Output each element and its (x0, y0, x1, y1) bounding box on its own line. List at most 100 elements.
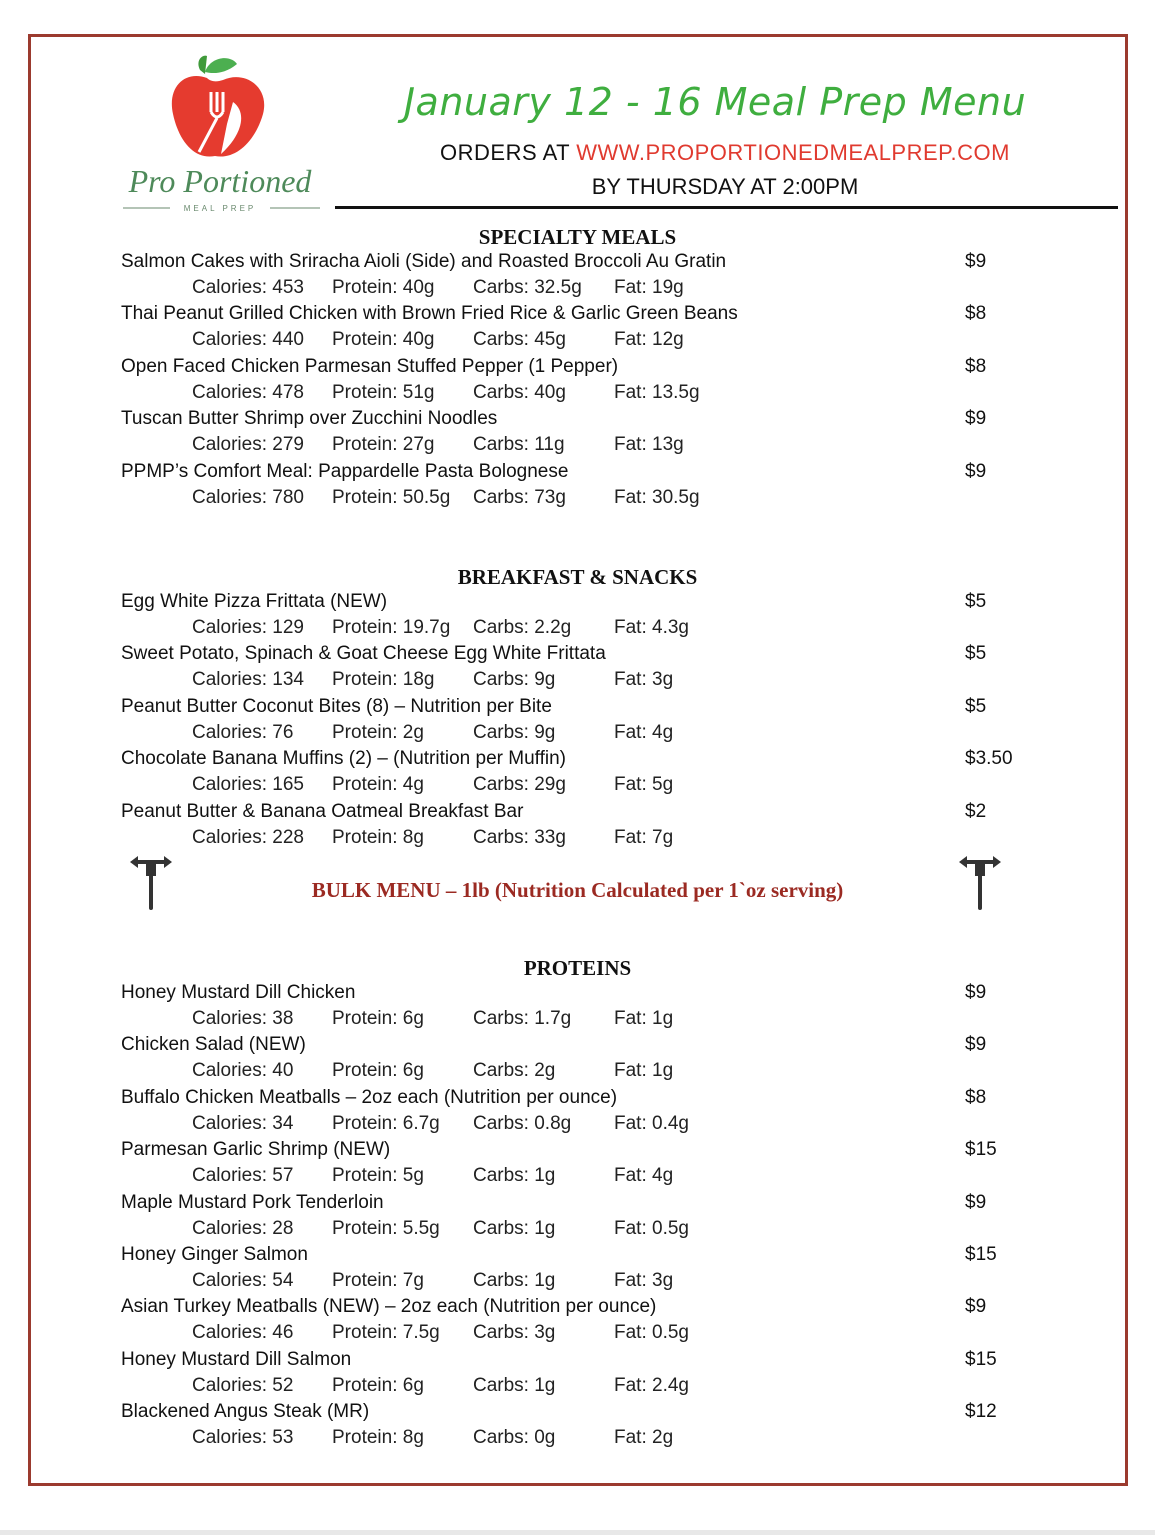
item-protein: Protein: 8g (332, 1427, 424, 1449)
item-name: Peanut Butter & Banana Oatmeal Breakfast… (121, 800, 524, 822)
svg-text:MEAL PREP: MEAL PREP (184, 204, 257, 212)
item-carbs: Carbs: 11g (473, 434, 565, 456)
item-price: $8 (965, 1086, 987, 1108)
item-protein: Protein: 40g (332, 277, 435, 298)
item-carbs: Carbs: 33g (473, 826, 566, 848)
item-protein: Protein: 40g (332, 329, 435, 351)
item-name: Chocolate Banana Muffins (2) – (Nutritio… (121, 748, 566, 770)
item-fat: Fat: 30.5g (614, 486, 700, 508)
item-name: Sweet Potato, Spinach & Goat Cheese Egg … (121, 643, 606, 665)
menu-item: Asian Turkey Meatballs (NEW) – 2oz each … (0, 1296, 1155, 1348)
item-carbs: Carbs: 2.2g (473, 617, 572, 638)
item-name: Honey Mustard Dill Salmon (121, 1348, 352, 1370)
item-price: $9 (965, 251, 987, 272)
item-protein: Protein: 2g (332, 721, 424, 743)
item-calories: Calories: 228 (192, 826, 304, 848)
item-fat: Fat: 3g (614, 669, 674, 691)
item-fat: Fat: 1g (614, 1008, 674, 1029)
item-price: $15 (965, 1348, 997, 1370)
menu-item: Blackened Angus Steak (MR) $12 Calories: 5… (0, 1401, 1155, 1453)
item-protein: Protein: 51g (332, 381, 435, 403)
orders-url-link[interactable]: WWW.PROPORTIONEDMEALPREP.COM (576, 140, 1010, 165)
menu-item: Honey Mustard Dill Salmon $15 Calories: 52… (0, 1349, 1155, 1401)
item-price: $12 (965, 1401, 997, 1423)
item-price: $8 (965, 355, 987, 377)
item-calories: Calories: 478 (192, 381, 304, 403)
item-carbs: Carbs: 9g (473, 669, 556, 691)
item-name: Open Faced Chicken Parmesan Stuffed Pepp… (121, 355, 619, 377)
item-calories: Calories: 40 (192, 1060, 294, 1082)
item-calories: Calories: 54 (192, 1270, 294, 1291)
item-protein: Protein: 5g (332, 1165, 424, 1187)
item-carbs: Carbs: 29g (473, 774, 566, 796)
item-protein: Protein: 7g (332, 1270, 424, 1291)
item-fat: Fat: 13g (614, 434, 684, 456)
item-price: $5 (965, 591, 987, 612)
item-carbs: Carbs: 0g (473, 1427, 556, 1449)
menu-item: Thai Peanut Grilled Chicken with Brown F… (0, 303, 1155, 355)
item-name: Honey Ginger Salmon (121, 1244, 308, 1265)
item-name: Maple Mustard Pork Tenderloin (121, 1191, 384, 1213)
item-protein: Protein: 8g (332, 826, 424, 848)
item-calories: Calories: 129 (192, 617, 304, 638)
item-carbs: Carbs: 1.7g (473, 1008, 572, 1029)
item-calories: Calories: 165 (192, 774, 304, 796)
item-fat: Fat: 1g (614, 1060, 674, 1082)
item-protein: Protein: 4g (332, 774, 424, 796)
item-protein: Protein: 6.7g (332, 1112, 440, 1134)
item-fat: Fat: 4g (614, 1165, 674, 1187)
menu-border (28, 34, 1128, 1486)
item-carbs: Carbs: 0.8g (473, 1112, 572, 1134)
orders-line: ORDERS AT WWW.PROPORTIONEDMEALPREP.COM (330, 140, 1120, 166)
item-carbs: Carbs: 45g (473, 329, 566, 351)
item-name: Peanut Butter Coconut Bites (8) – Nutrit… (121, 695, 552, 717)
item-name: Thai Peanut Grilled Chicken with Brown F… (121, 303, 738, 325)
item-fat: Fat: 13.5g (614, 381, 700, 403)
item-calories: Calories: 28 (192, 1217, 294, 1239)
menu-item: Salmon Cakes with Sriracha Aioli (Side) … (0, 251, 1155, 303)
item-price: $9 (965, 1296, 987, 1318)
item-carbs: Carbs: 1g (473, 1217, 556, 1239)
menu-item: Egg White Pizza Frittata (NEW) $5 Calories… (0, 591, 1155, 643)
menu-item: Peanut Butter & Banana Oatmeal Breakfast… (0, 801, 1155, 853)
item-carbs: Carbs: 1g (473, 1165, 556, 1187)
item-protein: Protein: 6g (332, 1374, 424, 1396)
item-price: $9 (965, 1191, 987, 1213)
item-calories: Calories: 134 (192, 669, 304, 691)
item-price: $9 (965, 982, 987, 1003)
item-protein: Protein: 6g (332, 1060, 424, 1082)
menu-item: Chicken Salad (NEW) $9 Calories: 40 Protein… (0, 1034, 1155, 1086)
item-price: $5 (965, 643, 987, 665)
item-fat: Fat: 5g (614, 774, 674, 796)
fork-icon (955, 852, 1005, 912)
menu-item: Honey Mustard Dill Chicken $9 Calories: 38… (0, 982, 1155, 1034)
item-name: Chicken Salad (NEW) (121, 1034, 306, 1056)
page-bottom-bar (0, 1530, 1155, 1535)
menu-item: Peanut Butter Coconut Bites (8) – Nutrit… (0, 696, 1155, 748)
item-fat: Fat: 0.4g (614, 1112, 689, 1134)
item-protein: Protein: 19.7g (332, 617, 451, 638)
orders-prefix: ORDERS AT (440, 140, 577, 165)
item-carbs: Carbs: 2g (473, 1060, 556, 1082)
menu-item: Tuscan Butter Shrimp over Zucchini Noodl… (0, 408, 1155, 460)
item-protein: Protein: 50.5g (332, 486, 451, 508)
item-price: $9 (965, 460, 987, 482)
item-carbs: Carbs: 9g (473, 721, 556, 743)
item-calories: Calories: 52 (192, 1374, 294, 1396)
item-name: Asian Turkey Meatballs (NEW) – 2oz each … (121, 1296, 657, 1318)
item-price: $15 (965, 1139, 997, 1161)
item-name: Salmon Cakes with Sriracha Aioli (Side) … (121, 251, 727, 272)
item-calories: Calories: 76 (192, 721, 294, 743)
section-heading-proteins: PROTEINS (523, 956, 632, 980)
item-price: $5 (965, 695, 987, 717)
menu-item: Honey Ginger Salmon $15 Calories: 54 Protei… (0, 1244, 1155, 1296)
item-calories: Calories: 57 (192, 1165, 294, 1187)
item-name: Parmesan Garlic Shrimp (NEW) (121, 1139, 391, 1161)
apple-logo-icon: Pro Portioned MEAL PREP (123, 55, 320, 213)
item-fat: Fat: 4g (614, 721, 674, 743)
item-carbs: Carbs: 73g (473, 486, 566, 508)
item-price: $3.50 (965, 748, 1013, 770)
item-fat: Fat: 0.5g (614, 1322, 689, 1344)
bulk-menu-heading: BULK MENU – 1lb (Nutrition Calculated pe… (311, 878, 844, 902)
item-name: Egg White Pizza Frittata (NEW) (121, 591, 388, 612)
